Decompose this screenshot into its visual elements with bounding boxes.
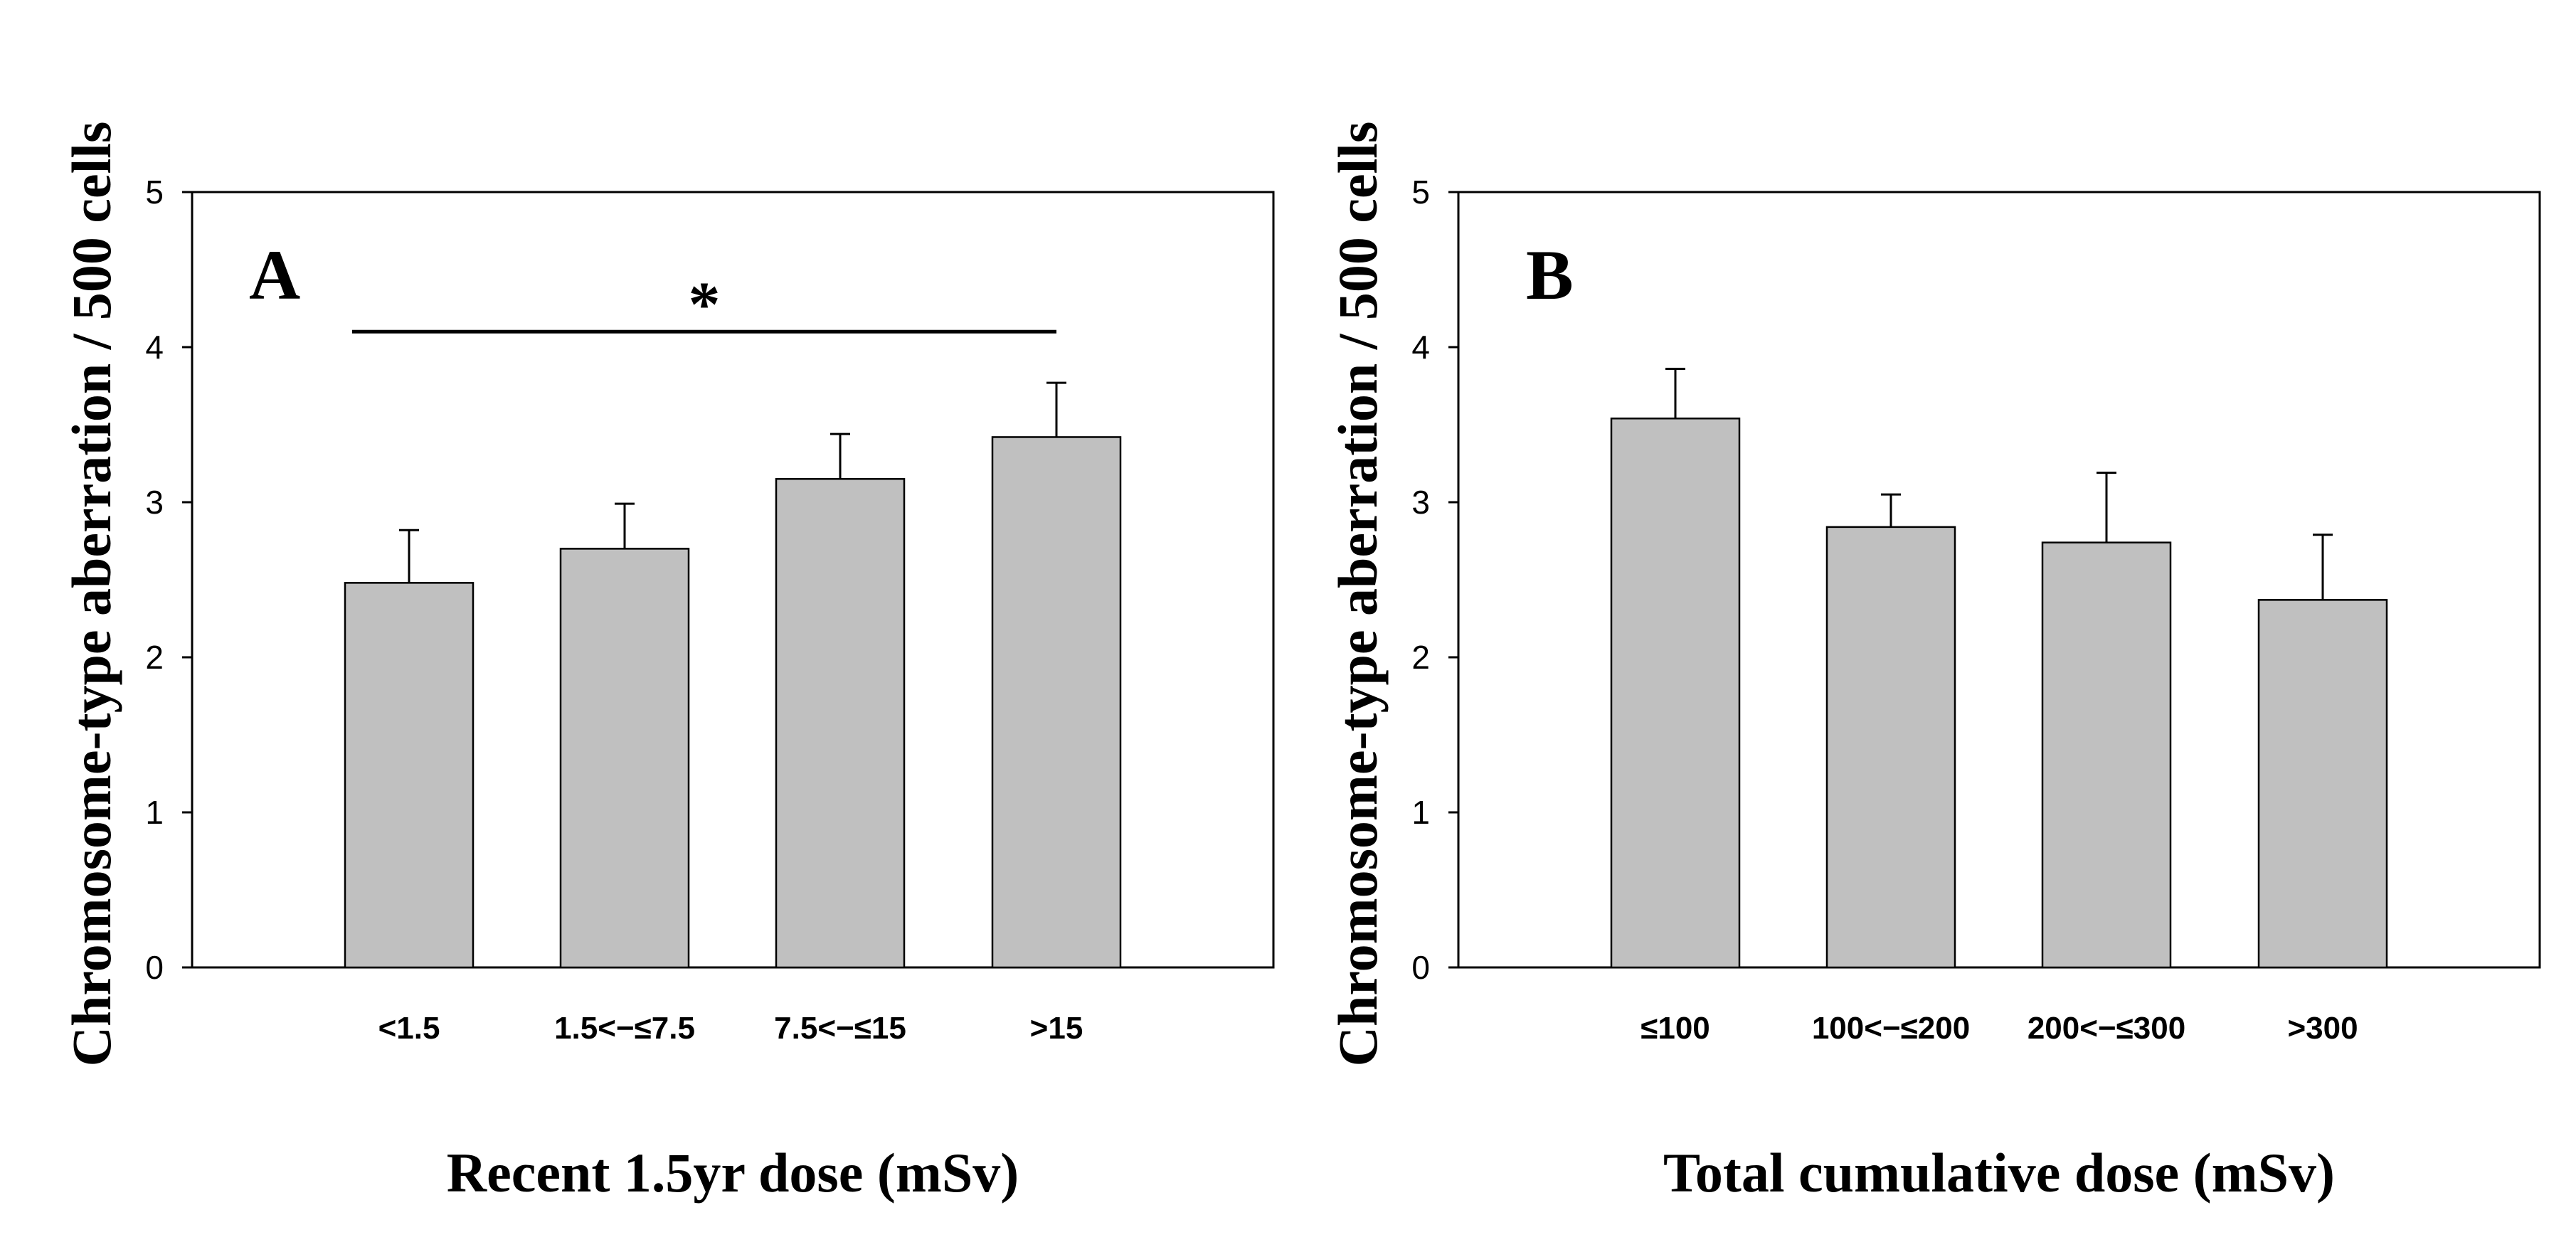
significance-star: * — [689, 270, 721, 340]
x-axis-label-a: Recent 1.5yr dose (mSv) — [447, 1142, 1019, 1204]
plot-frame-b — [1457, 191, 2541, 969]
chart-panel-a: Chromosome-type aberration / 500 cells A… — [60, 122, 1275, 1204]
y-tick-label-1: 1 — [145, 794, 164, 831]
y-tick-label-3: 3 — [1411, 484, 1430, 521]
panel-letter-a: A — [249, 235, 300, 314]
x-axis-label-b: Total cumulative dose (mSv) — [1663, 1142, 2335, 1204]
plot-frame-a — [191, 191, 1275, 969]
y-tick-label-4: 4 — [1411, 329, 1430, 366]
bar-2 — [1825, 526, 1956, 969]
panel-letter-b: B — [1526, 235, 1574, 314]
x-ticks-a: <1.5 1.5<−≤7.5 7.5<−≤15 >15 — [378, 1011, 1083, 1046]
y-tick-label-2: 2 — [1411, 639, 1430, 676]
x-tick-label-2: 1.5<−≤7.5 — [554, 1011, 695, 1046]
bar-2 — [559, 548, 690, 969]
bar-3 — [2041, 541, 2172, 969]
y-ticks-a: 0 1 2 3 4 5 — [145, 174, 192, 986]
x-tick-label-3: 200<−≤300 — [2028, 1011, 2185, 1046]
y-tick-label-0: 0 — [1411, 949, 1430, 986]
y-tick-label-1: 1 — [1411, 794, 1430, 831]
y-axis-label-b: Chromosome-type aberration / 500 cells — [1327, 122, 1389, 1067]
y-tick-label-5: 5 — [145, 174, 164, 211]
bar-3 — [775, 478, 906, 969]
y-tick-label-3: 3 — [145, 484, 164, 521]
bar-1 — [1610, 418, 1741, 969]
y-tick-label-2: 2 — [145, 639, 164, 676]
y-tick-label-5: 5 — [1411, 174, 1430, 211]
chart-panel-b: Chromosome-type aberration / 500 cells B… — [1327, 122, 2541, 1204]
y-tick-label-0: 0 — [145, 949, 164, 986]
x-tick-label-2: 100<−≤200 — [1812, 1011, 1970, 1046]
x-tick-label-3: 7.5<−≤15 — [774, 1011, 906, 1046]
x-tick-label-1: ≤100 — [1641, 1011, 1710, 1046]
y-tick-label-4: 4 — [145, 329, 164, 366]
x-tick-label-4: >15 — [1030, 1011, 1083, 1046]
bar-1 — [344, 582, 475, 969]
y-axis-label-a: Chromosome-type aberration / 500 cells — [60, 122, 122, 1067]
bar-4 — [2257, 599, 2388, 969]
bar-4 — [991, 436, 1122, 969]
x-tick-label-1: <1.5 — [378, 1011, 440, 1046]
bars-b — [1610, 368, 2388, 969]
x-ticks-b: ≤100 100<−≤200 200<−≤300 >300 — [1641, 1011, 2358, 1046]
x-tick-label-4: >300 — [2287, 1011, 2358, 1046]
bars-a — [344, 381, 1122, 969]
y-ticks-b: 0 1 2 3 4 5 — [1411, 174, 1458, 986]
